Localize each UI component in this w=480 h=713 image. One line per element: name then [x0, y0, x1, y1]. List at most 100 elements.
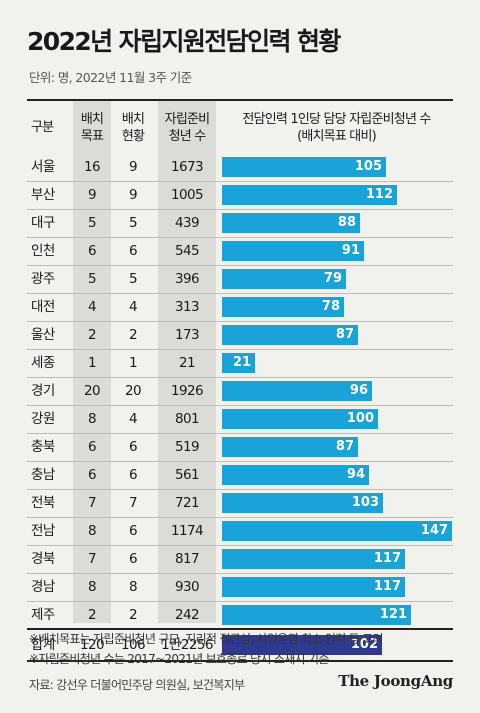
row-divider	[27, 460, 453, 462]
ratio-bar	[222, 213, 360, 233]
bar-value-label: 102	[350, 637, 378, 652]
region-cell: 전남	[31, 523, 55, 539]
bar-value-label: 96	[349, 383, 368, 398]
header-ratio: 전담인력 1인당 담당 자립준비청년 수 (배치목표 대비)	[242, 111, 431, 144]
youth-cell: 817	[175, 551, 200, 567]
bottom-rule	[27, 660, 453, 662]
youth-cell: 930	[175, 579, 200, 595]
region-cell: 광주	[31, 271, 55, 287]
region-cell: 대구	[31, 215, 55, 231]
youth-cell: 21	[179, 355, 196, 371]
row-divider	[27, 320, 453, 322]
youth-cell: 242	[175, 607, 200, 623]
ratio-bar	[222, 241, 364, 261]
current-cell: 6	[129, 551, 138, 567]
row-divider	[27, 208, 453, 210]
ratio-bar	[222, 381, 372, 401]
target-cell: 6	[88, 439, 97, 455]
ratio-bar	[222, 325, 358, 345]
ratio-bar	[222, 605, 411, 625]
current-cell: 6	[129, 243, 138, 259]
ratio-bar	[222, 353, 255, 373]
region-cell: 전북	[31, 495, 55, 511]
target-cell: 5	[88, 215, 97, 231]
header-youth: 자립준비 청년 수	[164, 111, 210, 144]
table-row: 경기 20 20 1926 96	[27, 377, 453, 405]
table-row: 경남 8 8 930 117	[27, 573, 453, 601]
region-cell: 충북	[31, 439, 55, 455]
youth-cell: 396	[175, 271, 200, 287]
row-divider	[27, 348, 453, 350]
target-cell: 4	[88, 299, 97, 315]
table-row: 충남 6 6 561 94	[27, 461, 453, 489]
youth-cell: 545	[175, 243, 200, 259]
region-cell: 울산	[31, 327, 55, 343]
target-cell: 8	[88, 411, 97, 427]
youth-column-shade	[158, 101, 216, 623]
bar-value-label: 91	[341, 243, 360, 258]
region-cell: 부산	[31, 187, 55, 203]
bar-value-label: 112	[365, 187, 393, 202]
table-row: 전남 8 6 1174 147	[27, 517, 453, 545]
target-cell: 7	[88, 551, 97, 567]
row-divider	[27, 264, 453, 266]
total-rule	[27, 628, 453, 630]
footnote-1: ※배치목표는 자립준비청년 규모, 지리적 접근성, 사업운영 최소 인력 등 …	[29, 632, 384, 646]
current-cell: 20	[125, 383, 142, 399]
youth-cell: 439	[175, 215, 200, 231]
row-divider	[27, 236, 453, 238]
bar-value-label: 21	[232, 355, 251, 370]
youth-cell: 1174	[171, 523, 204, 539]
target-cell: 5	[88, 271, 97, 287]
bar-value-label: 103	[351, 495, 379, 510]
bar-value-label: 147	[420, 523, 448, 538]
row-divider	[27, 404, 453, 406]
current-cell: 9	[129, 159, 138, 175]
ratio-bar	[222, 269, 346, 289]
bar-value-label: 78	[321, 299, 340, 314]
current-cell: 5	[129, 215, 138, 231]
table-row: 제주 2 2 242 121	[27, 601, 453, 629]
ratio-bar	[222, 493, 383, 513]
youth-cell: 721	[175, 495, 200, 511]
table-row: 인천 6 6 545 91	[27, 237, 453, 265]
bar-value-label: 94	[346, 467, 365, 482]
current-cell: 2	[129, 327, 138, 343]
bar-value-label: 88	[337, 215, 356, 230]
current-cell: 9	[129, 187, 138, 203]
ratio-bar	[222, 521, 452, 541]
current-cell: 4	[129, 299, 138, 315]
target-cell: 7	[88, 495, 97, 511]
ratio-bar	[222, 437, 358, 457]
youth-cell: 519	[175, 439, 200, 455]
table-row: 전북 7 7 721 103	[27, 489, 453, 517]
row-divider	[27, 544, 453, 546]
footnote-2: ※자립준비청년 수는 2017~2021년 보호종료 당시 소재지 기준	[29, 652, 329, 666]
youth-cell: 1005	[171, 187, 204, 203]
target-cell: 9	[88, 187, 97, 203]
bar-value-label: 117	[373, 579, 401, 594]
table-row: 서울 16 9 1673 105	[27, 153, 453, 181]
publisher-logo: The JoongAng	[338, 672, 453, 690]
table-row: 대구 5 5 439 88	[27, 209, 453, 237]
region-cell: 서울	[31, 159, 55, 175]
current-cell: 4	[129, 411, 138, 427]
ratio-bar	[222, 157, 386, 177]
current-cell: 1	[129, 355, 138, 371]
bar-value-label: 79	[323, 271, 342, 286]
row-divider	[27, 600, 453, 602]
row-divider	[27, 180, 453, 182]
row-divider	[27, 488, 453, 490]
region-cell: 대전	[31, 299, 55, 315]
ratio-bar	[222, 297, 344, 317]
top-rule	[27, 99, 453, 101]
ratio-bar	[222, 409, 378, 429]
total-bar	[222, 635, 382, 655]
row-divider	[27, 516, 453, 518]
target-cell: 120	[80, 637, 105, 653]
bar-value-label: 117	[373, 551, 401, 566]
table-row: 강원 8 4 801 100	[27, 405, 453, 433]
current-cell: 6	[129, 439, 138, 455]
source-credit: 자료: 강선우 더불어민주당 의원실, 보건복지부	[29, 678, 245, 692]
total-row: 합계 120 106 1만2256 102	[27, 631, 453, 659]
